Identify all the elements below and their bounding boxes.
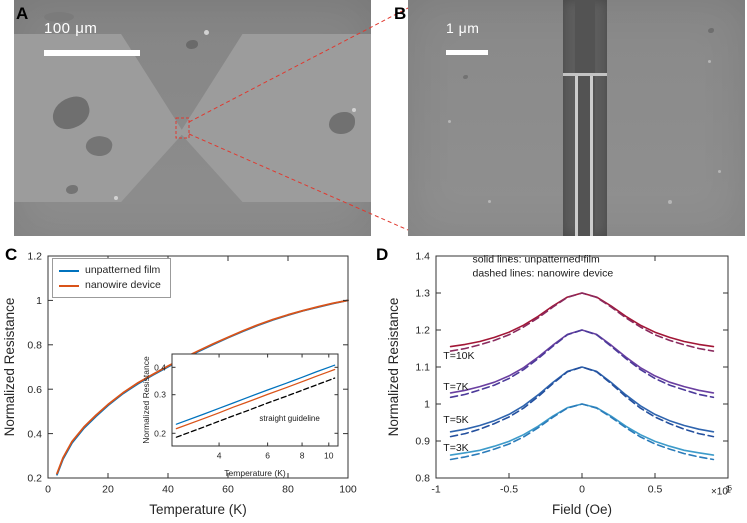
svg-text:0.2: 0.2	[27, 473, 42, 485]
legend-label-film: unpatterned film	[85, 264, 161, 276]
nanowire-left-edge	[574, 75, 578, 236]
svg-text:6: 6	[265, 451, 270, 461]
svg-text:0.6: 0.6	[27, 384, 42, 396]
svg-text:1: 1	[424, 399, 430, 411]
svg-text:80: 80	[282, 484, 294, 496]
bright-speck	[708, 60, 711, 63]
svg-text:60: 60	[222, 484, 234, 496]
svg-text:T=5K: T=5K	[443, 414, 468, 426]
legend-swatch-nanowire	[59, 284, 79, 287]
svg-text:T=3K: T=3K	[443, 442, 468, 454]
svg-text:0.4: 0.4	[154, 362, 166, 372]
debris-blob	[66, 185, 78, 194]
svg-text:0.9: 0.9	[415, 436, 430, 448]
legend-swatch-film	[59, 269, 79, 272]
bright-speck	[488, 200, 491, 203]
svg-text:straight guideline: straight guideline	[259, 414, 320, 423]
svg-text:1.2: 1.2	[27, 251, 42, 263]
debris-blob	[463, 75, 468, 79]
svg-text:40: 40	[162, 484, 174, 496]
svg-text:Normalized Resistance: Normalized Resistance	[2, 298, 17, 437]
svg-text:solid lines: unpatterned film: solid lines: unpatterned film	[473, 253, 600, 265]
debris-blob	[708, 28, 714, 33]
svg-text:0.2: 0.2	[154, 428, 166, 438]
bright-speck	[352, 108, 356, 112]
bright-speck	[204, 30, 209, 35]
svg-text:1.3: 1.3	[415, 288, 430, 300]
svg-text:Temperature (K): Temperature (K)	[224, 468, 286, 478]
svg-text:0: 0	[579, 484, 585, 496]
svg-text:0.8: 0.8	[27, 339, 42, 351]
sem-micrograph-nanowire: 1 μm	[408, 0, 745, 236]
bright-speck	[718, 170, 721, 173]
scalebar-label-a: 100 μm	[44, 20, 98, 37]
etched-trench	[563, 0, 607, 236]
panel-label-a: A	[16, 4, 29, 23]
panel-label-c: C	[5, 245, 18, 264]
debris-blob	[186, 40, 198, 49]
svg-text:100: 100	[339, 484, 357, 496]
nanowire-right-edge	[589, 75, 593, 236]
scalebar-a	[44, 50, 140, 56]
svg-text:-0.5: -0.5	[500, 484, 518, 496]
chart-resistance-vs-field: -1 -0.5 0 0.5 1 0.8 0.9 1 1.1 1.2 1.3 1.4 Field (Oe)…	[386, 251, 732, 517]
svg-text:Normalized Resistance: Normalized Resistance	[386, 298, 401, 437]
legend: unpatterned film nanowire device	[52, 258, 171, 298]
legend-entry-nanowire: nanowire device	[59, 278, 161, 293]
svg-text:4: 4	[217, 451, 222, 461]
svg-text:0.4: 0.4	[27, 428, 42, 440]
svg-text:Normalized Resistance: Normalized Resistance	[141, 356, 151, 444]
bright-speck	[448, 120, 451, 123]
svg-text:T=7K: T=7K	[443, 381, 468, 393]
debris-blob	[44, 12, 74, 22]
panel-label-b: B	[394, 4, 407, 23]
svg-text:1.1: 1.1	[415, 362, 430, 374]
bright-speck	[668, 200, 672, 204]
contact-crossbar	[563, 73, 607, 77]
legend-label-nanowire: nanowire device	[85, 279, 161, 291]
legend-entry-film: unpatterned film	[59, 263, 161, 278]
svg-text:10: 10	[324, 451, 334, 461]
panel-label-d: D	[376, 245, 389, 264]
svg-text:1: 1	[725, 484, 731, 496]
svg-text:dashed lines: nanowire device: dashed lines: nanowire device	[473, 267, 614, 279]
scalebar-b	[446, 50, 488, 55]
svg-text:0: 0	[45, 484, 51, 496]
sem-micrograph-overview: 100 μm	[14, 0, 371, 236]
svg-text:0.8: 0.8	[415, 473, 430, 485]
svg-text:20: 20	[102, 484, 114, 496]
svg-text:1: 1	[36, 295, 42, 307]
scalebar-label-b: 1 μm	[446, 20, 480, 36]
svg-text:Temperature (K): Temperature (K)	[149, 502, 247, 517]
chart-inset-loglog: 4 6 8 10 0.2 0.3 0.4 Temperature (K) Normalized …	[141, 353, 339, 478]
svg-text:-1: -1	[431, 484, 440, 496]
svg-text:0.3: 0.3	[154, 390, 166, 400]
svg-text:×105: ×105	[711, 483, 732, 497]
svg-text:0.5: 0.5	[648, 484, 663, 496]
svg-text:Field (Oe): Field (Oe)	[552, 502, 612, 517]
svg-text:8: 8	[300, 451, 305, 461]
svg-text:T=10K: T=10K	[443, 350, 474, 362]
bright-speck	[114, 196, 118, 200]
svg-text:1.4: 1.4	[415, 251, 430, 263]
svg-text:1.2: 1.2	[415, 325, 430, 337]
